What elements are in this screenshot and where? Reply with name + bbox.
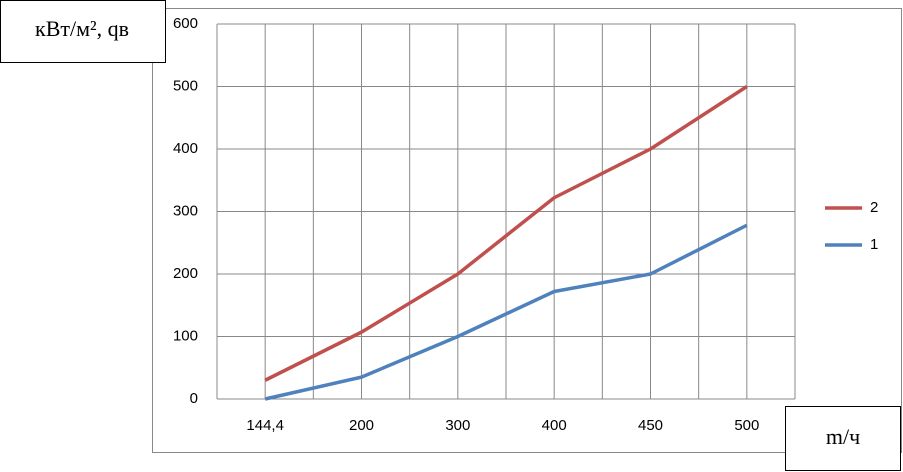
y-tick-label: 100: [173, 327, 198, 344]
plot-area: 0 100 200 300 400 500 600 144,4 200 300 400 450 500 2…: [173, 15, 878, 434]
x-tick-label: 144,4: [246, 417, 284, 434]
y-tick-label: 500: [173, 77, 198, 94]
y-tick-label: 200: [173, 265, 198, 282]
x-tick-label: 500: [734, 417, 759, 434]
y-tick-label: 300: [173, 202, 198, 219]
x-tick-label: 300: [445, 417, 470, 434]
legend-label: 1: [870, 236, 878, 253]
chart-border: [152, 8, 902, 453]
y-tick-label: 0: [190, 390, 198, 407]
legend-label: 2: [870, 199, 878, 216]
y-label-box: [0, 0, 166, 63]
series-line: [264, 85, 748, 382]
series-line: [264, 223, 748, 401]
x-tick-label: 400: [542, 417, 567, 434]
x-axis-label: m/ч: [826, 424, 860, 449]
x-tick-label: 200: [349, 417, 374, 434]
x-label-box: [785, 406, 901, 471]
y-tick-label: 600: [173, 15, 198, 32]
x-tick-label: 450: [638, 417, 663, 434]
y-tick-label: 400: [173, 140, 198, 157]
y-axis-label: кВт/м², qв: [35, 16, 129, 41]
